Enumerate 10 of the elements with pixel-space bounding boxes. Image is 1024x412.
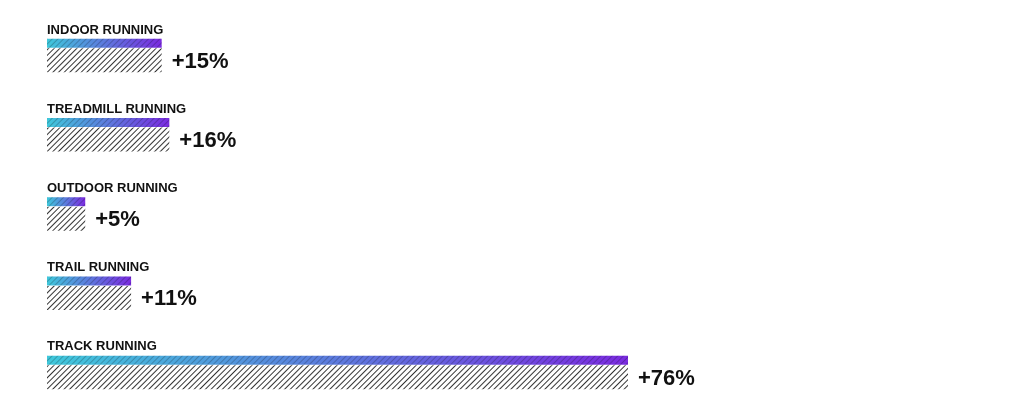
y-tick-label: INDOOR RUNNING <box>47 21 164 37</box>
y-tick-label: TRAIL RUNNING <box>47 259 150 275</box>
y-tick-label: TRACK RUNNING <box>47 338 157 354</box>
data-label: +76% <box>638 364 695 390</box>
data-label: +15% <box>171 47 229 73</box>
data-label: +16% <box>179 127 237 153</box>
y-tick-label: TREADMILL RUNNING <box>47 100 187 116</box>
data-label: +5% <box>95 206 140 232</box>
data-label: +11% <box>141 285 197 311</box>
y-tick-label: OUTDOOR RUNNING <box>47 180 178 195</box>
